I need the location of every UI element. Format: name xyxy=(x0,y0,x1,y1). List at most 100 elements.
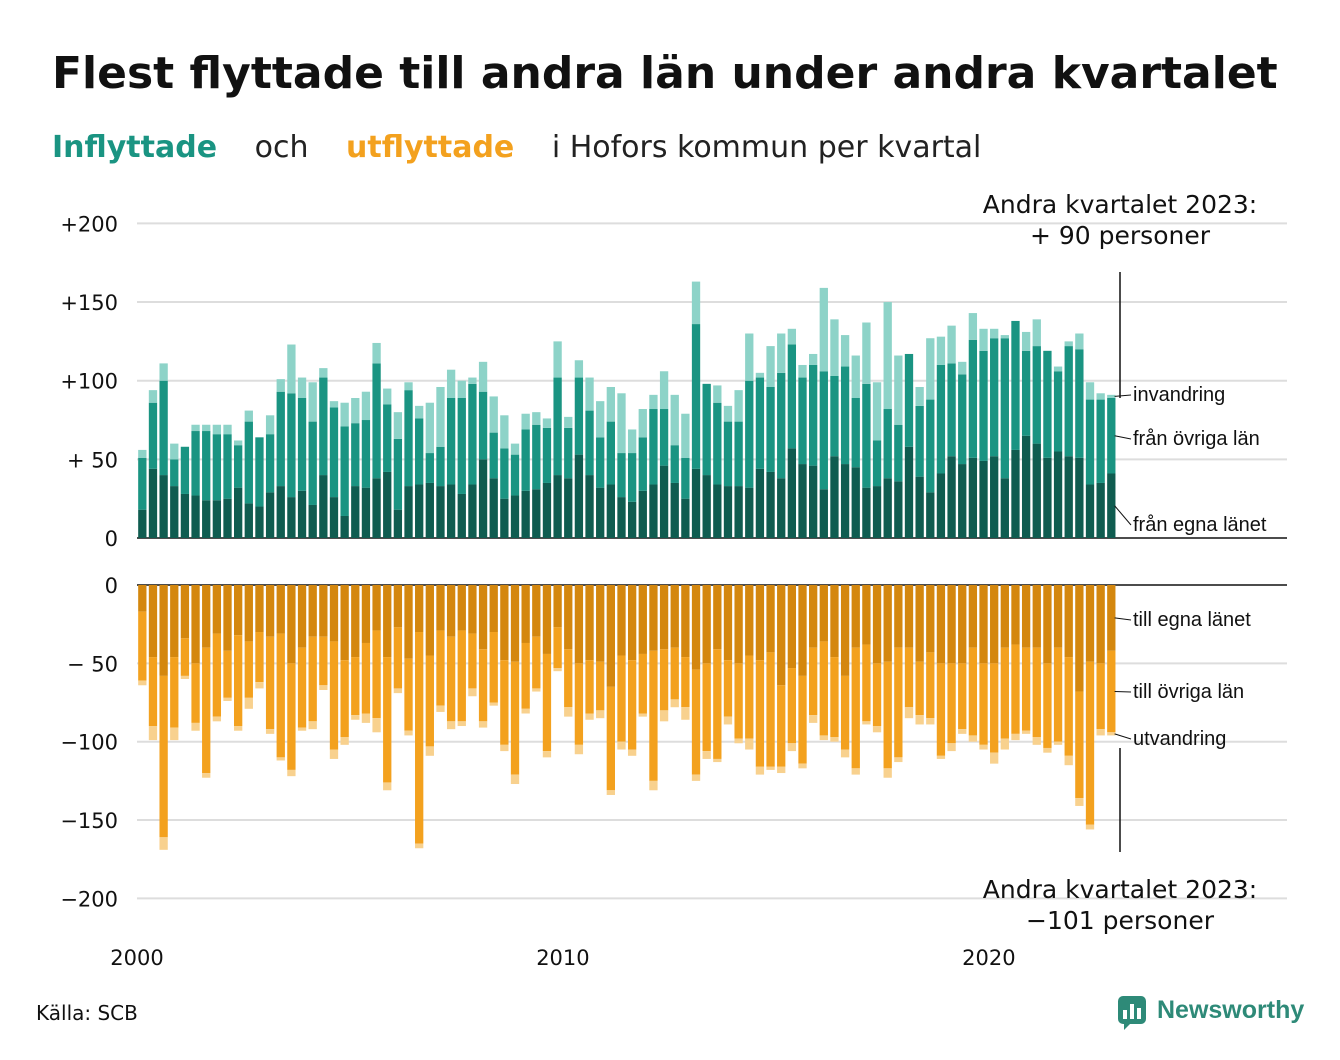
in-bar-27-other xyxy=(425,453,434,483)
out-bar-28-other xyxy=(436,630,445,706)
out-bar-15-emig xyxy=(297,727,307,731)
in-bar-62-immig xyxy=(798,364,807,378)
out-bar-30-emig xyxy=(457,721,466,727)
in-bar-37-own xyxy=(532,489,541,538)
out-bar-84-emig xyxy=(1032,736,1041,745)
out-bar-0-own xyxy=(138,585,147,612)
top-y-tick-3: +150 xyxy=(60,291,118,315)
out-bar-15-own xyxy=(297,585,307,648)
out-bar-78-emig xyxy=(968,735,978,742)
out-bar-14-emig xyxy=(287,769,296,777)
out-bar-75-own xyxy=(936,585,946,664)
in-bar-68-immig xyxy=(862,322,871,384)
in-bar-36-immig xyxy=(521,413,530,430)
in-bar-7-own xyxy=(212,500,222,538)
in-bar-13-own xyxy=(276,486,285,538)
bottom-y-tick-2: −100 xyxy=(60,731,118,755)
in-bar-42-immig xyxy=(585,377,594,411)
in-bar-45-own xyxy=(617,497,626,538)
out-bar-17-other xyxy=(319,636,328,686)
in-bar-40-immig xyxy=(564,416,573,428)
out-bar-4-own xyxy=(180,585,190,639)
in-bar-52-immig xyxy=(691,281,701,325)
out-bar-77-other xyxy=(958,663,967,730)
in-bar-28-other xyxy=(436,446,445,487)
out-bar-18-own xyxy=(329,585,339,642)
in-bar-44-other xyxy=(606,421,615,485)
out-bar-54-other xyxy=(713,649,722,759)
out-bar-22-emig xyxy=(372,718,381,733)
out-bar-20-other xyxy=(351,657,360,716)
in-bar-48-immig xyxy=(649,394,658,410)
in-bar-0-own xyxy=(138,509,147,538)
out-bar-73-other xyxy=(915,661,924,716)
out-bar-42-other xyxy=(585,660,594,714)
in-bar-10-other xyxy=(244,421,253,504)
in-bar-21-own xyxy=(361,487,371,538)
in-bar-19-other xyxy=(340,426,349,516)
label-utvandring: utvandring xyxy=(1133,728,1226,750)
out-bar-60-emig xyxy=(777,766,786,774)
out-bar-25-own xyxy=(404,585,413,659)
out-bar-40-emig xyxy=(564,707,573,717)
out-bar-72-other xyxy=(904,647,914,708)
bottom-y-tick-1: − 50 xyxy=(67,652,118,676)
out-bar-63-other xyxy=(809,647,818,716)
in-bar-15-immig xyxy=(297,377,307,399)
out-bar-58-own xyxy=(755,585,765,661)
in-bar-63-other xyxy=(809,364,818,466)
in-bar-9-immig xyxy=(234,440,243,446)
in-bar-9-own xyxy=(234,487,243,538)
in-bar-12-other xyxy=(265,434,275,493)
out-bar-27-emig xyxy=(425,746,434,756)
out-bar-75-other xyxy=(936,663,946,756)
out-bar-48-own xyxy=(649,585,658,651)
in-bar-21-immig xyxy=(361,391,371,421)
in-bar-73-immig xyxy=(915,386,924,406)
in-bar-34-own xyxy=(500,498,509,538)
in-bar-67-other xyxy=(851,398,860,468)
in-bar-7-other xyxy=(212,434,222,501)
bottom-annotation-line2: −101 personer xyxy=(1026,906,1215,935)
in-bar-1-other xyxy=(148,402,158,469)
out-bar-23-emig xyxy=(383,782,392,791)
out-bar-57-emig xyxy=(745,738,754,750)
in-bar-37-other xyxy=(532,424,541,490)
in-bar-80-own xyxy=(990,456,999,538)
out-bar-26-emig xyxy=(415,843,424,849)
out-bar-21-other xyxy=(361,642,371,714)
in-bar-84-own xyxy=(1032,443,1041,538)
in-bar-16-other xyxy=(308,421,317,505)
in-bar-55-other xyxy=(723,421,733,487)
out-bar-12-own xyxy=(265,585,275,637)
in-bar-38-own xyxy=(542,482,552,538)
in-bar-35-other xyxy=(510,454,520,496)
out-bar-32-own xyxy=(478,585,488,650)
top-y-tick-0: 0 xyxy=(105,527,118,551)
out-bar-8-own xyxy=(223,585,232,651)
in-bar-49-own xyxy=(659,465,669,538)
out-bar-21-emig xyxy=(361,713,371,723)
in-bar-73-own xyxy=(915,476,924,538)
out-bar-2-emig xyxy=(159,837,168,850)
in-bar-66-immig xyxy=(840,335,850,367)
in-bar-62-own xyxy=(798,464,807,538)
in-bar-64-own xyxy=(819,489,828,538)
in-bar-39-immig xyxy=(553,341,562,378)
out-bar-79-other xyxy=(979,663,988,745)
in-bar-11-own xyxy=(255,506,264,538)
in-bar-39-own xyxy=(553,475,562,538)
out-bar-9-other xyxy=(234,635,243,727)
in-bar-50-own xyxy=(670,482,679,538)
in-bar-91-own xyxy=(1107,473,1116,538)
in-bar-22-other xyxy=(372,363,381,479)
in-bar-74-own xyxy=(926,492,935,538)
in-bar-75-immig xyxy=(936,336,946,365)
in-bar-77-own xyxy=(958,464,967,538)
in-bar-40-own xyxy=(564,478,573,538)
out-bar-74-emig xyxy=(926,718,935,725)
top-gridlines xyxy=(137,222,1287,539)
out-bar-27-other xyxy=(425,655,434,747)
out-bar-41-emig xyxy=(574,744,584,755)
out-bar-85-other xyxy=(1043,663,1052,748)
